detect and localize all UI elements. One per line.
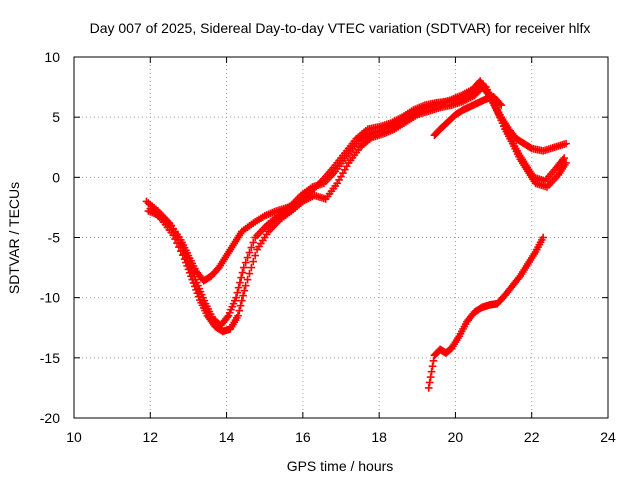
- x-tick-label: 16: [295, 429, 311, 445]
- data-point: [560, 154, 568, 162]
- y-axis-label: SDTVAR / TECUs: [6, 182, 22, 294]
- data-point: [239, 263, 248, 272]
- data-point: [228, 302, 237, 311]
- y-tick-label: -5: [48, 230, 61, 246]
- data-point: [249, 257, 258, 266]
- y-tick-label: 10: [44, 49, 60, 65]
- data-point: [424, 384, 433, 392]
- grid: [74, 57, 608, 418]
- y-tick-label: -20: [40, 410, 60, 426]
- data-points: [142, 77, 570, 392]
- data-point: [247, 263, 256, 272]
- x-tick-label: 18: [371, 429, 387, 445]
- y-tick-label: -15: [40, 350, 60, 366]
- series-pass-e: [430, 92, 506, 140]
- data-point: [247, 243, 256, 252]
- data-point: [236, 301, 245, 310]
- data-point: [562, 139, 570, 148]
- data-point: [241, 281, 250, 290]
- data-point: [497, 101, 506, 109]
- data-point: [429, 357, 438, 365]
- data-point: [240, 286, 249, 295]
- data-point: [239, 291, 247, 300]
- data-point: [238, 296, 246, 305]
- data-point: [426, 373, 435, 381]
- data-point: [237, 273, 245, 282]
- x-tick-label: 24: [600, 429, 616, 445]
- data-point: [238, 268, 247, 277]
- data-point: [243, 253, 252, 262]
- plot-frame: [73, 56, 609, 419]
- x-tick-label: 10: [66, 429, 82, 445]
- data-point: [235, 306, 244, 315]
- data-point: [243, 275, 252, 284]
- data-point: [232, 293, 240, 302]
- y-tick-label: 0: [52, 169, 60, 185]
- data-point: [539, 233, 547, 242]
- data-point: [227, 305, 235, 314]
- data-point: [233, 288, 242, 297]
- tick-labels: 10 12 14 16 18 20 22 24 -20 -15 -10 -5 0 5 10: [40, 49, 616, 445]
- series-pass-a: [142, 79, 570, 285]
- data-point: [245, 248, 254, 257]
- data-point: [234, 311, 242, 320]
- data-point: [245, 269, 254, 278]
- data-point: [234, 283, 243, 292]
- data-point: [241, 258, 250, 267]
- y-tick-label: 5: [52, 109, 60, 125]
- data-point: [425, 378, 434, 387]
- data-point: [251, 251, 259, 260]
- chart-title: Day 007 of 2025, Sidereal Day-to-day VTE…: [90, 20, 591, 36]
- data-point: [236, 278, 244, 287]
- data-point: [229, 299, 238, 308]
- data-point: [249, 238, 258, 247]
- data-point: [231, 296, 239, 305]
- series-pass-c: [144, 77, 568, 330]
- x-axis-label: GPS time / hours: [287, 458, 394, 474]
- series-pass-d: [424, 233, 547, 392]
- x-tick-label: 12: [142, 429, 158, 445]
- data-point: [427, 367, 436, 376]
- x-tick-label: 14: [219, 429, 235, 445]
- x-tick-label: 22: [524, 429, 540, 445]
- data-point: [428, 362, 437, 371]
- x-tick-label: 20: [448, 429, 464, 445]
- y-tick-label: -10: [40, 290, 60, 306]
